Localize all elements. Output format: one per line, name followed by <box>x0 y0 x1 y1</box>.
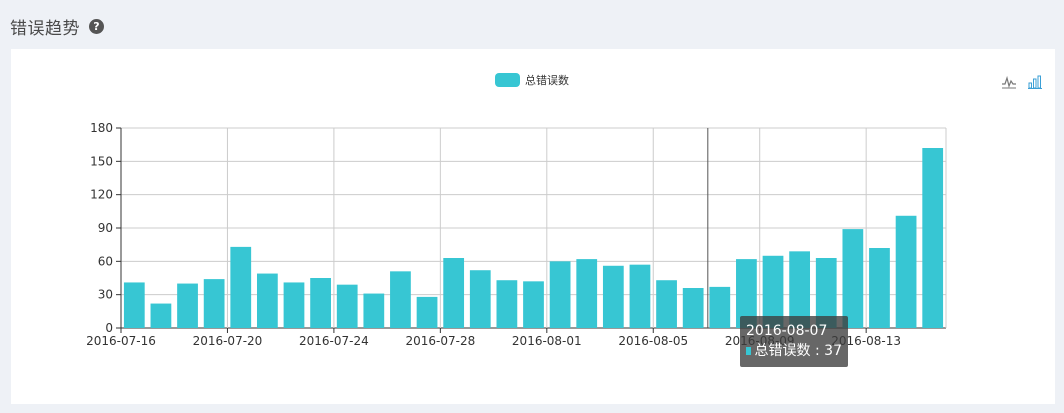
bar-chart-icon[interactable] <box>1027 74 1043 90</box>
bar <box>123 282 145 328</box>
x-tick-label: 2016-08-05 <box>618 334 688 348</box>
bar <box>150 303 172 328</box>
x-tick-label: 2016-07-28 <box>405 334 475 348</box>
bar <box>363 293 385 328</box>
x-tick-label: 2016-07-24 <box>299 334 369 348</box>
y-tick-label: 150 <box>90 154 113 168</box>
bar <box>602 265 624 328</box>
x-tick-label: 2016-08-13 <box>831 334 901 348</box>
section-header: 错误趋势 ? <box>10 12 104 40</box>
bar <box>842 229 864 328</box>
tooltip-date: 2016-08-07 <box>746 323 828 339</box>
bar <box>283 282 305 328</box>
bar <box>656 280 677 328</box>
bar <box>336 284 358 328</box>
bar <box>895 215 917 328</box>
bar <box>523 281 544 328</box>
bar <box>549 261 571 328</box>
y-tick-label: 60 <box>98 254 113 268</box>
bar <box>230 246 252 328</box>
bar <box>469 270 491 328</box>
question-circle-icon[interactable]: ? <box>89 18 104 34</box>
bar <box>789 251 811 328</box>
bar <box>416 296 438 328</box>
chart-toolbox <box>1001 74 1043 90</box>
line-chart-icon[interactable] <box>1001 74 1017 90</box>
bar <box>736 259 757 328</box>
chart-legend[interactable]: 总错误数 <box>495 72 569 88</box>
bar <box>496 280 518 328</box>
bar <box>443 258 465 328</box>
tooltip-separator: : <box>810 343 825 359</box>
bar <box>869 248 890 328</box>
chart-panel: 0 30 60 90 120 150 180 2016-07-16 2016-07-20 2016… <box>11 49 1055 404</box>
y-tick-label: 90 <box>98 221 113 235</box>
bar <box>203 279 225 328</box>
bar <box>815 258 837 328</box>
bar <box>629 264 651 328</box>
y-tick-label: 180 <box>90 121 113 135</box>
tooltip-series-name: 总错误数 <box>754 343 811 359</box>
bar <box>576 259 598 328</box>
legend-label: 总错误数 <box>525 74 569 87</box>
tooltip-value: 37 <box>824 343 842 359</box>
bar <box>709 286 731 328</box>
bar <box>922 148 944 328</box>
y-tick-label: 120 <box>90 188 113 202</box>
bar <box>682 288 704 328</box>
legend-swatch <box>495 73 520 87</box>
section-title: 错误趋势 <box>10 18 80 39</box>
chart-tooltip: 2016-08-07 总错误数 : 37 <box>740 316 848 367</box>
y-tick-label: 0 <box>105 321 113 335</box>
x-tick-label: 2016-07-16 <box>86 334 156 348</box>
error-trend-chart: 0 30 60 90 120 150 180 2016-07-16 2016-07-20 2016… <box>86 121 947 348</box>
bar <box>177 283 198 328</box>
bar <box>390 271 411 328</box>
x-tick-label: 2016-08-01 <box>512 334 582 348</box>
y-tick-label: 30 <box>98 288 113 302</box>
bar <box>310 278 331 328</box>
x-tick-label: 2016-07-20 <box>193 334 263 348</box>
tooltip-row: 总错误数 : 37 <box>746 341 842 361</box>
bar <box>762 255 784 328</box>
bar <box>256 273 278 328</box>
tooltip-series-marker <box>746 347 751 355</box>
